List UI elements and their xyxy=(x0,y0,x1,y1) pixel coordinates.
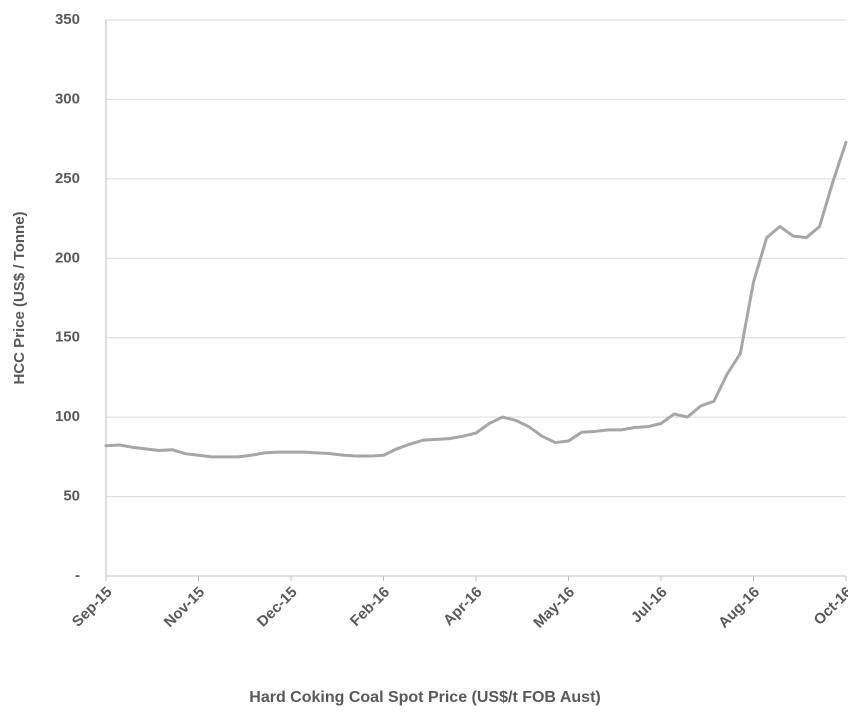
y-tick-label: 200 xyxy=(55,249,80,266)
y-tick-label: 250 xyxy=(55,170,80,187)
x-tick-label: Nov-15 xyxy=(161,584,208,631)
x-tick-label: Oct-16 xyxy=(811,584,848,629)
x-tick-label: May-16 xyxy=(530,584,578,632)
y-tick-label: 300 xyxy=(55,90,80,107)
x-tick-label: Feb-16 xyxy=(347,584,393,630)
y-tick-label: 50 xyxy=(63,488,80,505)
y-tick-label: 100 xyxy=(55,408,80,425)
y-axis-title: HCC Price (US$ / Tonne) xyxy=(11,211,28,384)
series-line xyxy=(104,140,848,459)
x-tick-label: Sep-15 xyxy=(69,584,116,631)
y-tick-label: 150 xyxy=(55,329,80,346)
x-tick-label: Dec-15 xyxy=(254,584,301,631)
x-tick-label: Aug-16 xyxy=(715,584,763,632)
x-tick-label: Apr-16 xyxy=(440,584,486,630)
y-tick-label: - xyxy=(75,567,80,584)
y-tick-label: 350 xyxy=(55,11,80,28)
x-axis-title: Hard Coking Coal Spot Price (US$/t FOB A… xyxy=(249,689,600,706)
x-tick-label: Jul-16 xyxy=(628,584,671,627)
